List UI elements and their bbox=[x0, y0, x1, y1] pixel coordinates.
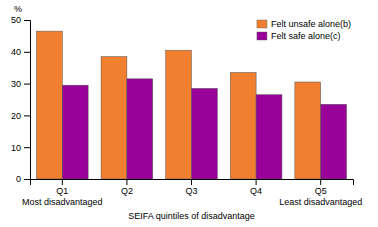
bar bbox=[101, 57, 127, 179]
y-tick: 20 bbox=[11, 111, 30, 121]
y-tick-mark bbox=[24, 20, 30, 21]
legend-swatch bbox=[257, 32, 267, 40]
bar-series bbox=[62, 79, 346, 179]
bars bbox=[36, 31, 346, 179]
bar bbox=[36, 31, 62, 179]
y-axis: 0 10 20 30 40 50 bbox=[11, 15, 31, 184]
bar bbox=[166, 50, 192, 179]
bar bbox=[127, 79, 153, 179]
x-tick-mark bbox=[256, 179, 257, 185]
x-tick-label: Q1Most disadvantaged bbox=[22, 186, 103, 206]
chart: 0 10 20 30 40 50 Q1Most disadvantaged Q2 Q3 Q4 Q5L… bbox=[0, 0, 378, 227]
y-tick-label: 40 bbox=[11, 47, 21, 57]
bar bbox=[295, 82, 321, 179]
x-tick-label-line: Q4 bbox=[250, 186, 262, 196]
x-axis-title: SEIFA quintiles of disadvantage bbox=[128, 211, 255, 221]
y-tick: 10 bbox=[11, 143, 30, 153]
x-axis-line bbox=[31, 180, 354, 186]
y-tick-label: 20 bbox=[11, 111, 21, 121]
legend-item: Felt unsafe alone(b) bbox=[257, 19, 351, 29]
x-tick-mark bbox=[62, 179, 63, 185]
x-tick-label: Q3 bbox=[185, 186, 197, 196]
legend-swatch bbox=[257, 20, 267, 28]
bar bbox=[62, 85, 88, 179]
bar bbox=[256, 95, 282, 179]
bar bbox=[230, 72, 256, 179]
x-tick-mark bbox=[320, 179, 321, 185]
y-axis-line bbox=[24, 21, 31, 180]
y-tick: 0 bbox=[16, 174, 30, 184]
x-axis: Q1Most disadvantaged Q2 Q3 Q4 Q5Least disadv… bbox=[22, 179, 362, 207]
x-tick-label-line: Q3 bbox=[185, 186, 197, 196]
y-tick-mark bbox=[24, 179, 30, 180]
x-tick-mark bbox=[191, 179, 192, 185]
x-tick-label: Q5Least disadvantaged bbox=[279, 186, 362, 206]
x-tick-label: Q4 bbox=[250, 186, 262, 196]
y-tick: 30 bbox=[11, 79, 30, 89]
legend-label: Felt unsafe alone(b) bbox=[271, 19, 351, 29]
y-tick-label: 50 bbox=[11, 15, 21, 25]
x-tick: Q4 bbox=[250, 179, 262, 196]
x-tick: Q5Least disadvantaged bbox=[279, 179, 362, 207]
y-tick-mark bbox=[24, 147, 30, 148]
legend-item: Felt safe alone(c) bbox=[257, 31, 341, 41]
y-tick-mark bbox=[24, 115, 30, 116]
bar bbox=[321, 104, 347, 179]
y-tick: 40 bbox=[11, 47, 30, 57]
bar bbox=[192, 88, 218, 179]
x-tick: Q2 bbox=[121, 179, 133, 196]
y-axis-title: % bbox=[14, 4, 22, 14]
x-tick-label-line: Least disadvantaged bbox=[279, 197, 362, 207]
y-tick-label: 30 bbox=[11, 79, 21, 89]
x-tick-label-line: Q2 bbox=[121, 186, 133, 196]
x-tick: Q1Most disadvantaged bbox=[22, 179, 103, 207]
x-tick-label: Q2 bbox=[121, 186, 133, 196]
x-tick: Q3 bbox=[185, 179, 197, 196]
bar-series bbox=[36, 31, 320, 179]
x-tick-label-line: Most disadvantaged bbox=[22, 197, 103, 207]
y-tick-mark bbox=[24, 52, 30, 53]
y-tick-label: 0 bbox=[16, 174, 21, 184]
legend: Felt unsafe alone(b) Felt safe alone(c) bbox=[257, 19, 351, 41]
plot: 0 10 20 30 40 50 Q1Most disadvantaged Q2 Q3 Q4 Q5L… bbox=[11, 4, 362, 221]
y-tick-label: 10 bbox=[11, 143, 21, 153]
x-tick-label-line: Q1 bbox=[56, 186, 68, 196]
x-tick-mark bbox=[126, 179, 127, 185]
x-tick-label-line: Q5 bbox=[315, 186, 327, 196]
legend-label: Felt safe alone(c) bbox=[271, 31, 341, 41]
y-tick: 50 bbox=[11, 15, 30, 25]
y-tick-mark bbox=[24, 84, 30, 85]
